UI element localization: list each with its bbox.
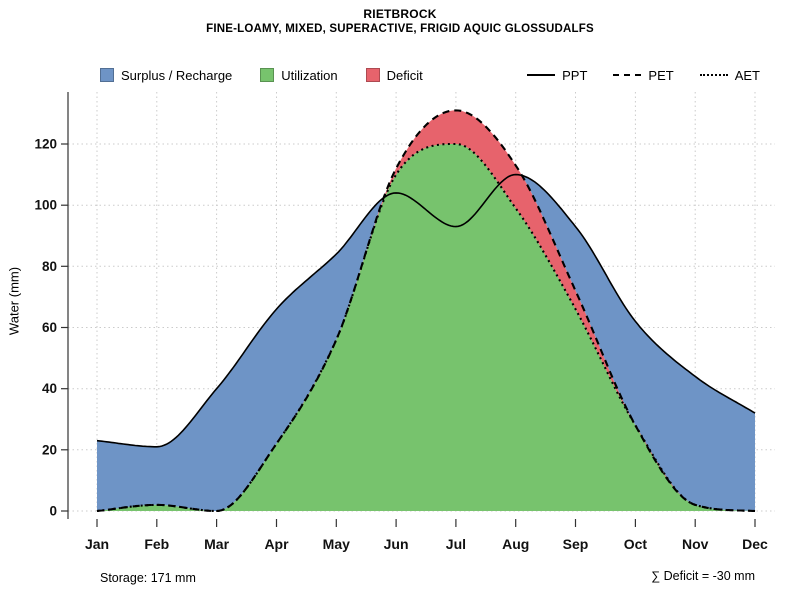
svg-text:Mar: Mar	[204, 536, 229, 552]
svg-text:Feb: Feb	[144, 536, 169, 552]
surplus-swatch	[100, 68, 114, 82]
legend-label-surplus: Surplus / Recharge	[121, 67, 233, 83]
chart-title: RIETBROCK	[363, 7, 437, 21]
svg-text:Sep: Sep	[563, 536, 589, 552]
svg-text:Jun: Jun	[384, 536, 409, 552]
ppt-line-sample	[527, 74, 556, 76]
pet-line-sample	[613, 74, 642, 76]
utilization-swatch	[260, 68, 275, 82]
legend-item-utilization: Utilization	[260, 67, 338, 83]
legend-item-deficit: Deficit	[365, 67, 423, 83]
svg-text:May: May	[323, 536, 350, 552]
svg-text:100: 100	[34, 198, 57, 213]
deficit-note: ∑ Deficit = -30 mm	[651, 569, 755, 583]
svg-text:Oct: Oct	[624, 536, 648, 552]
legend-line-group: PPT PET AET	[501, 68, 760, 83]
svg-text:60: 60	[42, 320, 57, 335]
legend-item-ppt: PPT	[527, 68, 587, 83]
deficit-swatch	[365, 68, 380, 82]
svg-text:Jul: Jul	[446, 536, 466, 552]
legend-label-pet: PET	[648, 67, 674, 83]
legend-item-pet: PET	[613, 67, 674, 83]
svg-text:Dec: Dec	[742, 536, 768, 552]
svg-text:0: 0	[49, 504, 57, 519]
legend-item-aet: AET	[699, 67, 760, 83]
svg-text:Apr: Apr	[264, 536, 289, 552]
x-axis-ticks: Jan Feb Mar Apr May Jun Jul Aug Sep Oct Nov Dec	[85, 519, 768, 552]
legend-item-surplus: Surplus / Recharge	[100, 68, 232, 83]
surplus-area	[97, 174, 755, 511]
legend-label-aet: AET	[734, 67, 760, 83]
legend-label-utilization: Utilization	[281, 67, 338, 83]
chart-subtitle: FINE-LOAMY, MIXED, SUPERACTIVE, FRIGID A…	[206, 23, 594, 35]
svg-text:80: 80	[42, 259, 57, 274]
ppt-line	[96, 173, 756, 448]
y-axis-title: Water (mm)	[6, 266, 22, 336]
svg-text:120: 120	[34, 137, 57, 152]
svg-text:Aug: Aug	[502, 536, 529, 552]
utilization-area	[97, 144, 755, 511]
aet-line	[96, 142, 756, 513]
svg-text:Jan: Jan	[85, 536, 109, 552]
aet-line-sample	[699, 74, 728, 76]
svg-text:Nov: Nov	[682, 536, 709, 552]
legend-label-deficit: Deficit	[386, 67, 423, 83]
y-axis-ticks: 0 20 40 60 80 100 120	[34, 137, 68, 519]
legend: Surplus / Recharge Utilization Deficit P…	[100, 66, 760, 84]
storage-note: Storage: 171 mm	[100, 571, 196, 585]
legend-label-ppt: PPT	[562, 67, 588, 83]
svg-text:20: 20	[42, 442, 57, 457]
svg-text:40: 40	[42, 381, 57, 396]
